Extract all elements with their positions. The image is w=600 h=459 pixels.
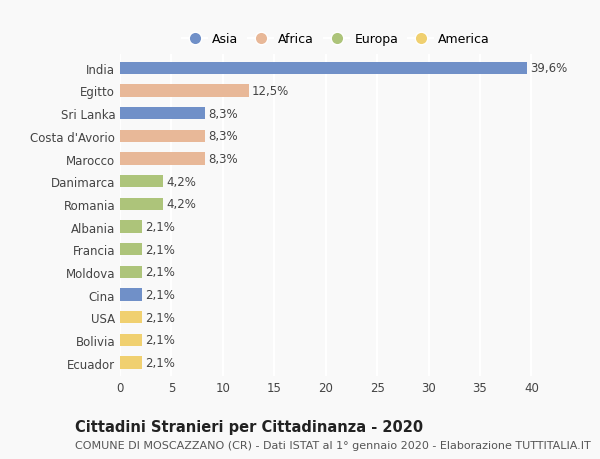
Text: 2,1%: 2,1% — [145, 334, 175, 347]
Text: 8,3%: 8,3% — [208, 107, 238, 120]
Bar — [120, 108, 205, 120]
Bar — [120, 221, 142, 233]
Bar — [120, 243, 142, 256]
Text: 8,3%: 8,3% — [208, 130, 238, 143]
Text: 2,1%: 2,1% — [145, 288, 175, 302]
Bar — [120, 334, 142, 347]
Text: 2,1%: 2,1% — [145, 221, 175, 234]
Text: 12,5%: 12,5% — [251, 85, 289, 98]
Bar — [120, 130, 205, 143]
Text: 2,1%: 2,1% — [145, 266, 175, 279]
Bar — [120, 153, 205, 165]
Bar — [120, 62, 527, 75]
Text: 8,3%: 8,3% — [208, 153, 238, 166]
Text: 2,1%: 2,1% — [145, 243, 175, 256]
Bar — [120, 311, 142, 324]
Bar — [120, 289, 142, 301]
Text: 4,2%: 4,2% — [166, 198, 196, 211]
Bar — [120, 175, 163, 188]
Text: Cittadini Stranieri per Cittadinanza - 2020: Cittadini Stranieri per Cittadinanza - 2… — [75, 419, 423, 434]
Text: 4,2%: 4,2% — [166, 175, 196, 188]
Bar — [120, 266, 142, 279]
Text: COMUNE DI MOSCAZZANO (CR) - Dati ISTAT al 1° gennaio 2020 - Elaborazione TUTTITA: COMUNE DI MOSCAZZANO (CR) - Dati ISTAT a… — [75, 440, 591, 450]
Bar — [120, 198, 163, 211]
Text: 2,1%: 2,1% — [145, 311, 175, 324]
Bar — [120, 85, 248, 97]
Legend: Asia, Africa, Europa, America: Asia, Africa, Europa, America — [178, 29, 494, 50]
Bar — [120, 357, 142, 369]
Text: 39,6%: 39,6% — [530, 62, 568, 75]
Text: 2,1%: 2,1% — [145, 356, 175, 369]
